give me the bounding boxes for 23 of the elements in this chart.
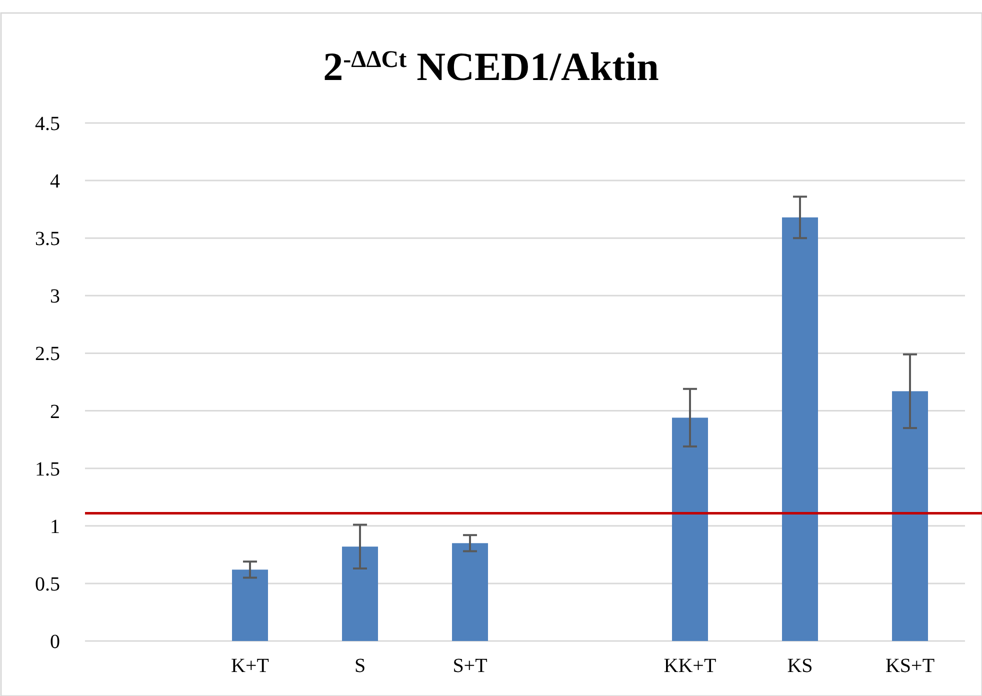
- bar: [672, 418, 708, 641]
- bar: [342, 546, 378, 641]
- x-tick-label: KK+T: [664, 655, 716, 677]
- y-tick-label: 0: [50, 631, 60, 653]
- y-tick-label: 1: [50, 516, 60, 538]
- bar: [782, 217, 818, 641]
- y-tick-label: 3: [50, 286, 60, 308]
- y-tick-label: 1.5: [35, 458, 60, 480]
- y-tick-label: 2.5: [35, 343, 60, 366]
- y-tick-label: 4: [50, 170, 60, 193]
- bar: [232, 570, 268, 641]
- bar: [452, 543, 488, 641]
- bar: [892, 391, 928, 641]
- x-tick-label: K+T: [231, 655, 269, 677]
- chart-title: 2$^{-ΔΔCt}$ NCED1/Aktin: [323, 44, 659, 89]
- x-tick-label: S+T: [452, 655, 488, 677]
- x-tick-label: S: [354, 655, 366, 677]
- x-tick-label: KS+T: [885, 655, 935, 677]
- x-tick-label: KS: [787, 655, 813, 677]
- y-tick-label: 3.5: [35, 228, 60, 250]
- y-tick-label: 4.5: [35, 113, 60, 135]
- y-tick-label: 2: [50, 400, 60, 423]
- y-tick-label: 0.5: [35, 573, 60, 596]
